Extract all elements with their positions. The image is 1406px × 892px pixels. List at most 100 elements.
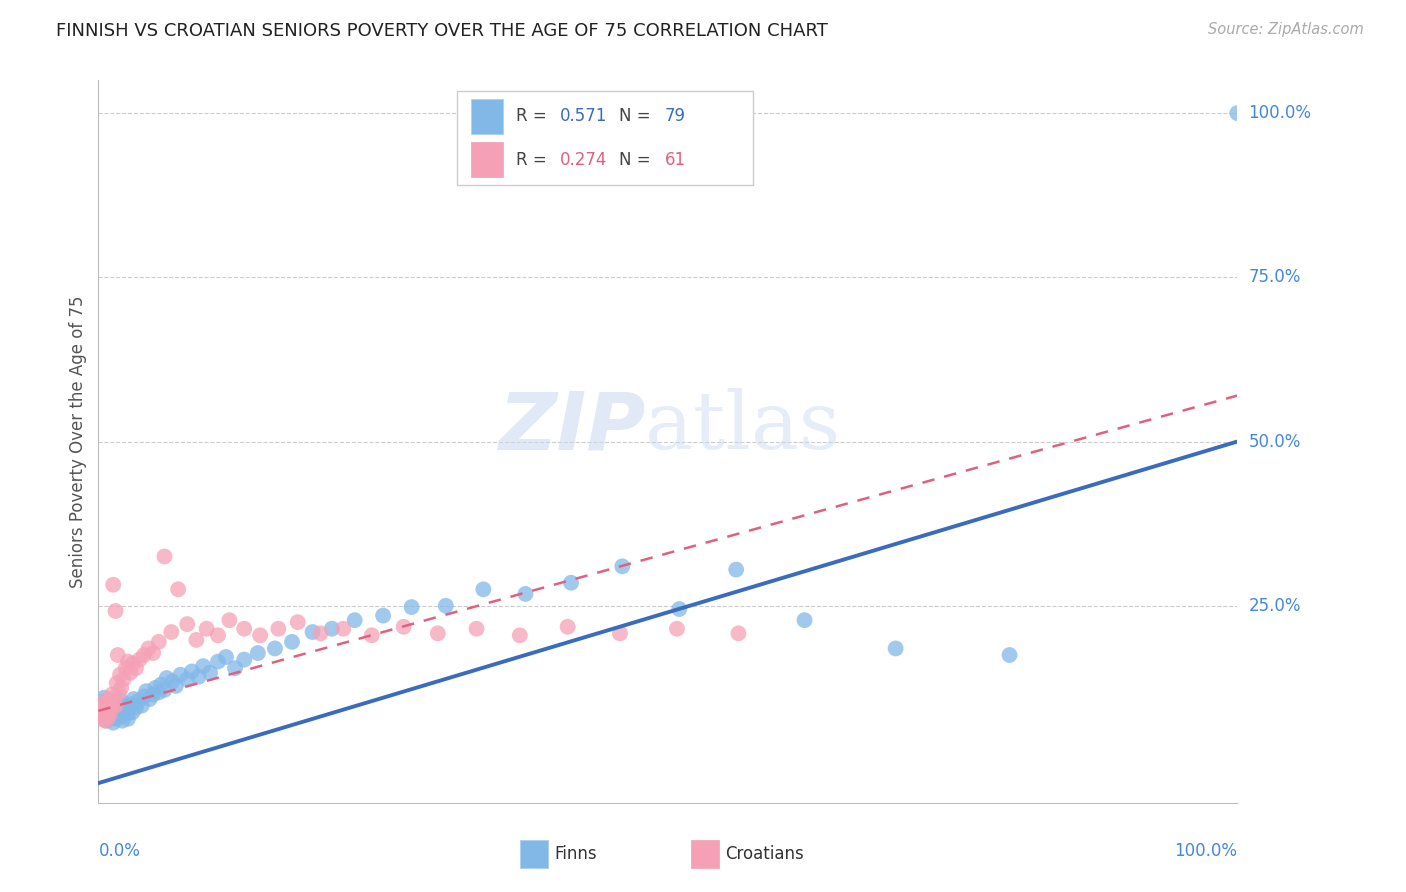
Point xyxy=(165,679,187,693)
Point xyxy=(224,661,246,675)
Point xyxy=(142,646,165,660)
Point xyxy=(246,646,269,660)
Point xyxy=(557,620,579,634)
Point xyxy=(998,648,1021,662)
Point xyxy=(125,700,148,714)
Point xyxy=(138,692,160,706)
Point xyxy=(97,700,120,714)
Point xyxy=(321,622,343,636)
Point xyxy=(207,628,229,642)
Point xyxy=(107,648,129,662)
Point xyxy=(115,707,138,722)
Point xyxy=(94,714,117,728)
Text: Finns: Finns xyxy=(554,845,596,863)
Point xyxy=(96,704,118,718)
Text: N =: N = xyxy=(619,151,655,169)
Point xyxy=(98,692,121,706)
Text: 75.0%: 75.0% xyxy=(1249,268,1301,286)
Point xyxy=(94,710,117,724)
Point xyxy=(111,714,134,728)
Point xyxy=(153,682,176,697)
Point xyxy=(727,626,749,640)
Point xyxy=(162,674,184,689)
Point xyxy=(104,702,127,716)
Point xyxy=(101,687,124,701)
Point xyxy=(114,661,136,675)
Point xyxy=(96,694,118,708)
Point xyxy=(131,698,153,713)
Point xyxy=(187,670,209,684)
Point xyxy=(108,685,131,699)
Point xyxy=(108,667,131,681)
Point xyxy=(509,628,531,642)
Point xyxy=(343,613,366,627)
Point xyxy=(120,698,142,712)
Text: 0.274: 0.274 xyxy=(560,151,607,169)
Text: ZIP: ZIP xyxy=(498,388,645,467)
Text: R =: R = xyxy=(516,151,553,169)
Point xyxy=(176,617,198,632)
Point xyxy=(515,587,537,601)
Point xyxy=(609,626,631,640)
Point xyxy=(97,705,120,719)
FancyBboxPatch shape xyxy=(457,91,754,185)
Point xyxy=(96,698,118,712)
Point xyxy=(392,620,415,634)
Bar xyxy=(690,840,718,868)
Point xyxy=(93,690,115,705)
Point xyxy=(125,661,148,675)
Point xyxy=(233,652,256,666)
Point xyxy=(371,608,394,623)
Point xyxy=(1226,106,1249,120)
Point xyxy=(135,684,157,698)
Point xyxy=(107,705,129,719)
Point xyxy=(105,712,128,726)
Point xyxy=(90,702,112,716)
Point xyxy=(127,694,149,708)
Point xyxy=(96,709,118,723)
Point xyxy=(103,707,125,722)
Text: atlas: atlas xyxy=(645,388,841,467)
Text: R =: R = xyxy=(516,107,553,126)
Point xyxy=(98,709,121,723)
Point xyxy=(465,622,488,636)
Point xyxy=(104,604,127,618)
Point xyxy=(96,702,118,716)
Point xyxy=(121,705,143,719)
Point xyxy=(93,700,115,714)
Point xyxy=(98,700,121,714)
Text: 100.0%: 100.0% xyxy=(1174,842,1237,860)
Point xyxy=(96,698,118,713)
Point xyxy=(90,707,112,722)
Point xyxy=(101,694,124,708)
Point xyxy=(612,559,634,574)
Point xyxy=(91,707,114,722)
Point xyxy=(145,681,167,695)
Point xyxy=(156,671,179,685)
Point xyxy=(281,635,304,649)
Bar xyxy=(520,840,548,868)
Text: N =: N = xyxy=(619,107,655,126)
Point xyxy=(186,632,208,647)
Point xyxy=(98,707,121,722)
Point xyxy=(264,641,287,656)
Bar xyxy=(471,99,503,134)
Point xyxy=(309,626,332,640)
Point xyxy=(169,667,191,681)
Point xyxy=(472,582,495,597)
Text: 100.0%: 100.0% xyxy=(1249,104,1312,122)
Point xyxy=(104,698,127,712)
Point xyxy=(884,641,907,656)
Text: 0.0%: 0.0% xyxy=(98,842,141,860)
Point xyxy=(120,665,142,680)
Text: 79: 79 xyxy=(665,107,686,126)
Point xyxy=(98,712,121,726)
Point xyxy=(97,702,120,716)
Point xyxy=(198,665,221,680)
Point xyxy=(94,700,117,714)
Point xyxy=(104,698,127,713)
Point xyxy=(233,622,256,636)
Text: 25.0%: 25.0% xyxy=(1249,597,1301,615)
Point xyxy=(108,700,131,714)
Point xyxy=(725,563,748,577)
